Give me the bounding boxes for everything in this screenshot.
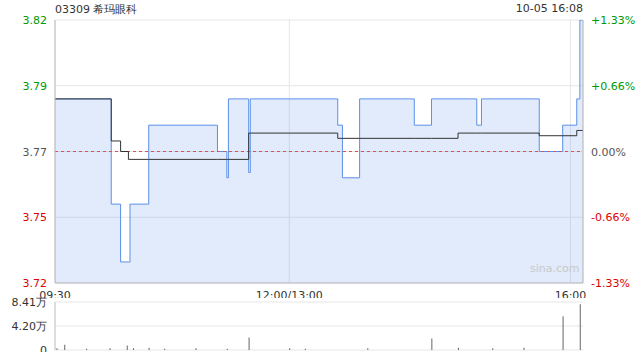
svg-text:0.00%: 0.00% xyxy=(591,146,626,159)
svg-text:4.20万: 4.20万 xyxy=(12,320,48,333)
html-text:03309 希玛眼科: 03309 希玛眼科 xyxy=(55,3,138,16)
svg-text:8.41万: 8.41万 xyxy=(12,296,48,309)
svg-text:3.72: 3.72 xyxy=(23,277,48,290)
svg-text:3.79: 3.79 xyxy=(23,80,48,93)
svg-text:16:00: 16:00 xyxy=(555,289,587,298)
svg-text:+1.33%: +1.33% xyxy=(591,14,632,27)
svg-text:-0.66%: -0.66% xyxy=(591,211,630,224)
svg-text:12:00/13:00: 12:00/13:00 xyxy=(256,289,323,298)
svg-text:3.75: 3.75 xyxy=(23,211,48,224)
svg-text:+0.66%: +0.66% xyxy=(591,80,632,93)
svg-text:-1.33%: -1.33% xyxy=(591,277,630,290)
svg-text:3.82: 3.82 xyxy=(23,14,48,27)
html-text:10-05 16:08: 10-05 16:08 xyxy=(515,2,583,15)
svg-text:3.77: 3.77 xyxy=(23,146,48,159)
svg-text:0: 0 xyxy=(40,344,47,352)
html-text:sina.com: sina.com xyxy=(530,262,580,275)
